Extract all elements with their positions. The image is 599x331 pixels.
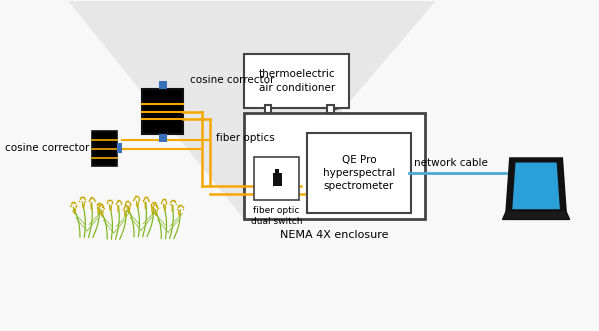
FancyBboxPatch shape [92, 131, 117, 166]
FancyBboxPatch shape [117, 143, 122, 153]
FancyBboxPatch shape [143, 89, 183, 134]
Text: cosine corrector: cosine corrector [5, 143, 90, 153]
Text: network cable: network cable [415, 158, 488, 168]
Text: QE Pro
hyperspectral
spectrometer: QE Pro hyperspectral spectrometer [323, 155, 395, 191]
Text: cosine corrector: cosine corrector [189, 75, 274, 85]
Text: NEMA 4X enclosure: NEMA 4X enclosure [280, 230, 389, 240]
FancyBboxPatch shape [275, 169, 279, 173]
FancyBboxPatch shape [307, 133, 411, 213]
Bar [327, 105, 334, 113]
Text: thermoelectric
air conditioner: thermoelectric air conditioner [258, 70, 335, 93]
Text: fiber optic
dual switch: fiber optic dual switch [250, 206, 302, 226]
FancyBboxPatch shape [159, 81, 167, 89]
FancyBboxPatch shape [159, 134, 167, 142]
Polygon shape [506, 158, 566, 212]
Polygon shape [512, 163, 560, 209]
FancyBboxPatch shape [253, 157, 299, 200]
Polygon shape [68, 1, 436, 222]
FancyBboxPatch shape [273, 173, 282, 186]
Bar [265, 105, 271, 113]
FancyBboxPatch shape [244, 113, 425, 219]
Polygon shape [503, 211, 570, 219]
FancyBboxPatch shape [244, 54, 349, 108]
Text: fiber optics: fiber optics [216, 132, 275, 143]
